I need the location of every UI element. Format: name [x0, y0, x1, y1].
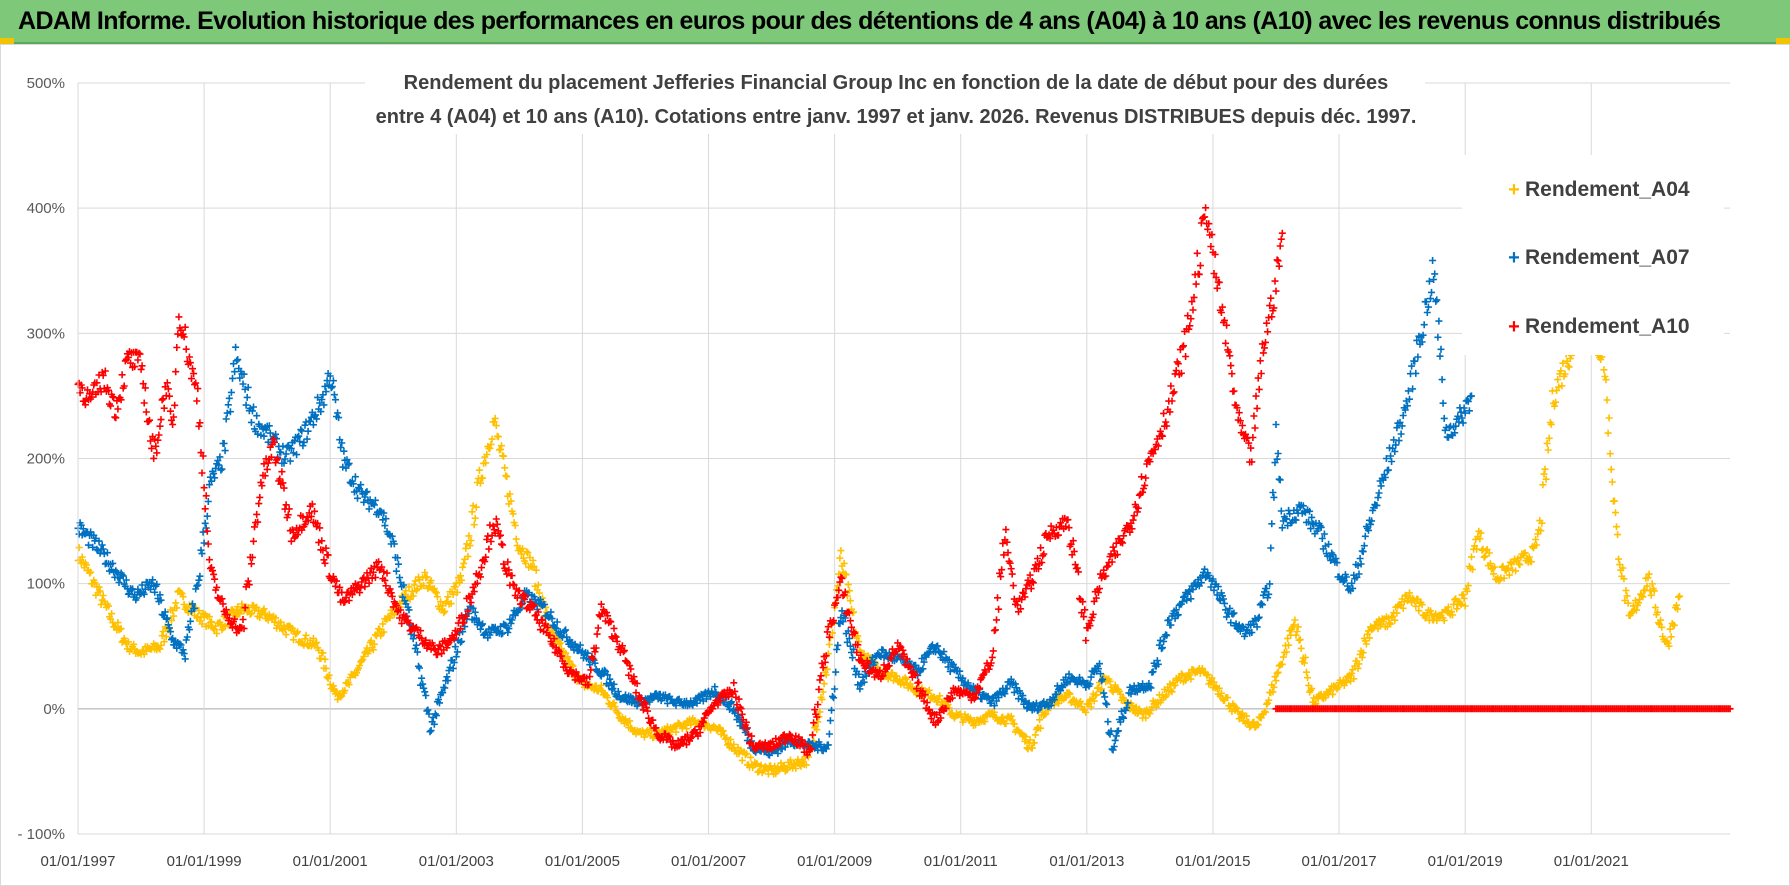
x-tick-label: 01/01/2001 — [293, 853, 368, 870]
y-axis-ticks: 500% 400% 300% 200% 100% 0% - 100% — [17, 75, 65, 843]
y-tick-label: 100% — [27, 576, 65, 593]
x-tick-label: 01/01/2017 — [1302, 853, 1377, 870]
x-tick-label: 01/01/1997 — [40, 853, 115, 870]
x-tick-label: 01/01/2013 — [1049, 853, 1124, 870]
x-tick-label: 01/01/2007 — [671, 853, 746, 870]
banner-corner-left — [0, 38, 14, 44]
x-tick-label: 01/01/1999 — [167, 853, 242, 870]
legend-marker-a04: + — [1508, 179, 1520, 201]
x-tick-label: 01/01/2003 — [419, 853, 494, 870]
legend: + Rendement_A04 + Rendement_A07 + Rendem… — [1462, 155, 1724, 355]
legend-label-a04: Rendement_A04 — [1525, 178, 1690, 201]
y-tick-label: 0% — [43, 701, 65, 718]
legend-marker-a10: + — [1508, 316, 1520, 338]
report-banner: ADAM Informe. Evolution historique des p… — [0, 0, 1790, 44]
y-tick-label: 400% — [27, 200, 65, 217]
y-tick-label: 200% — [27, 451, 65, 468]
x-tick-label: 01/01/2019 — [1428, 853, 1503, 870]
x-tick-label: 01/01/2009 — [797, 853, 872, 870]
x-tick-label: 01/01/2015 — [1175, 853, 1250, 870]
data-points — [74, 204, 1734, 778]
legend-marker-a07: + — [1508, 247, 1520, 269]
legend-label-a10: Rendement_A10 — [1525, 315, 1690, 338]
axes — [77, 83, 1730, 835]
y-tick-label: 500% — [27, 75, 65, 92]
chart-title-line-2: entre 4 (A04) et 10 ans (A10). Cotations… — [376, 106, 1417, 128]
banner-corner-right — [1776, 38, 1790, 44]
x-tick-label: 01/01/2011 — [924, 853, 998, 870]
x-tick-label: 01/01/2005 — [545, 853, 620, 870]
x-tick-label: 01/01/2021 — [1554, 853, 1629, 870]
chart-title-line-1: Rendement du placement Jefferies Financi… — [404, 72, 1389, 94]
y-tick-label: - 100% — [17, 826, 65, 843]
series-points-zero-segment — [1272, 705, 1734, 713]
title-box — [365, 62, 1425, 134]
y-tick-label: 300% — [27, 325, 65, 342]
legend-box — [1462, 155, 1724, 355]
legend-label-a07: Rendement_A07 — [1525, 246, 1690, 269]
x-axis-ticks: 01/01/1997 01/01/1999 01/01/2001 01/01/2003… — [40, 853, 1628, 870]
banner-title: ADAM Informe. Evolution historique des p… — [18, 7, 1721, 35]
